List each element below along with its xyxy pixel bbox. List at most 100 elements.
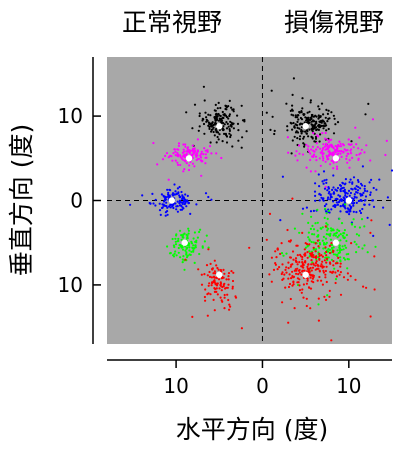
data-point xyxy=(278,266,281,269)
data-point xyxy=(225,133,228,137)
data-point xyxy=(191,162,195,165)
data-point xyxy=(198,230,201,234)
data-point xyxy=(214,288,217,291)
data-point xyxy=(367,102,370,105)
data-point xyxy=(324,269,327,273)
data-point xyxy=(308,150,311,153)
data-point xyxy=(229,124,232,127)
data-point xyxy=(318,258,321,261)
data-point xyxy=(311,145,314,148)
data-point xyxy=(223,296,226,299)
data-point xyxy=(314,261,318,265)
data-point xyxy=(183,168,186,171)
data-point xyxy=(365,144,368,147)
data-point xyxy=(293,307,296,310)
data-point xyxy=(311,266,315,269)
data-point xyxy=(298,110,301,114)
data-point xyxy=(304,261,307,264)
data-point xyxy=(314,264,317,267)
data-point xyxy=(341,245,344,248)
data-point xyxy=(190,250,193,253)
data-point xyxy=(345,233,348,237)
data-point xyxy=(317,297,320,300)
data-point xyxy=(294,114,297,117)
data-point xyxy=(201,246,204,249)
data-point xyxy=(322,157,325,160)
data-point xyxy=(165,152,169,155)
data-point xyxy=(177,239,180,243)
data-point xyxy=(315,120,318,123)
data-point xyxy=(309,170,312,173)
target-marker xyxy=(216,123,223,130)
data-point xyxy=(337,194,340,197)
data-point xyxy=(336,262,339,265)
data-point xyxy=(317,303,320,306)
data-point xyxy=(268,273,271,276)
data-point xyxy=(227,275,230,278)
data-point xyxy=(300,255,303,258)
data-point xyxy=(338,251,341,254)
data-point xyxy=(307,118,310,121)
data-point xyxy=(197,129,200,132)
data-point xyxy=(349,191,352,195)
data-point xyxy=(213,279,216,282)
data-point xyxy=(173,183,176,186)
data-point xyxy=(158,202,161,205)
data-point xyxy=(339,260,342,263)
data-point xyxy=(164,214,167,217)
data-point xyxy=(204,153,207,156)
data-point xyxy=(222,268,225,271)
data-point xyxy=(298,261,301,264)
data-point xyxy=(334,150,337,153)
target-marker xyxy=(302,271,309,278)
data-point xyxy=(325,212,328,215)
data-point xyxy=(269,128,272,131)
data-point xyxy=(180,234,183,237)
data-point xyxy=(312,115,315,118)
data-point xyxy=(312,246,315,249)
data-point xyxy=(361,165,364,168)
data-point xyxy=(343,188,346,191)
data-point xyxy=(373,255,376,258)
data-point xyxy=(308,250,311,253)
data-point xyxy=(327,227,330,230)
data-point xyxy=(325,222,328,225)
data-point xyxy=(241,136,244,139)
data-point xyxy=(357,180,360,183)
data-point xyxy=(343,148,346,151)
data-point xyxy=(297,269,300,272)
data-point xyxy=(184,249,187,252)
data-point xyxy=(322,146,325,149)
data-point xyxy=(336,253,339,256)
data-point xyxy=(223,123,226,126)
data-point xyxy=(298,127,301,130)
data-point xyxy=(285,266,288,269)
data-point xyxy=(209,262,212,265)
data-point xyxy=(184,143,187,146)
data-point xyxy=(302,283,305,286)
data-point xyxy=(177,191,180,194)
data-point xyxy=(183,203,186,206)
data-point xyxy=(334,278,338,281)
data-point xyxy=(359,152,362,155)
data-point xyxy=(306,256,309,259)
data-point xyxy=(312,228,316,231)
data-point xyxy=(190,240,193,243)
data-point xyxy=(305,297,308,300)
data-point xyxy=(332,200,335,203)
data-point xyxy=(314,137,318,140)
data-point xyxy=(301,212,304,215)
data-point xyxy=(309,99,312,102)
data-point xyxy=(328,251,332,255)
data-point xyxy=(310,117,313,120)
data-point xyxy=(305,282,308,285)
data-point xyxy=(310,255,313,258)
data-point xyxy=(243,118,246,122)
x-tick-label: 10 xyxy=(336,374,361,398)
data-point xyxy=(324,137,327,140)
data-point xyxy=(319,164,322,167)
data-point xyxy=(318,140,321,143)
data-point xyxy=(210,198,213,201)
data-point xyxy=(351,156,354,159)
data-point xyxy=(307,135,310,138)
